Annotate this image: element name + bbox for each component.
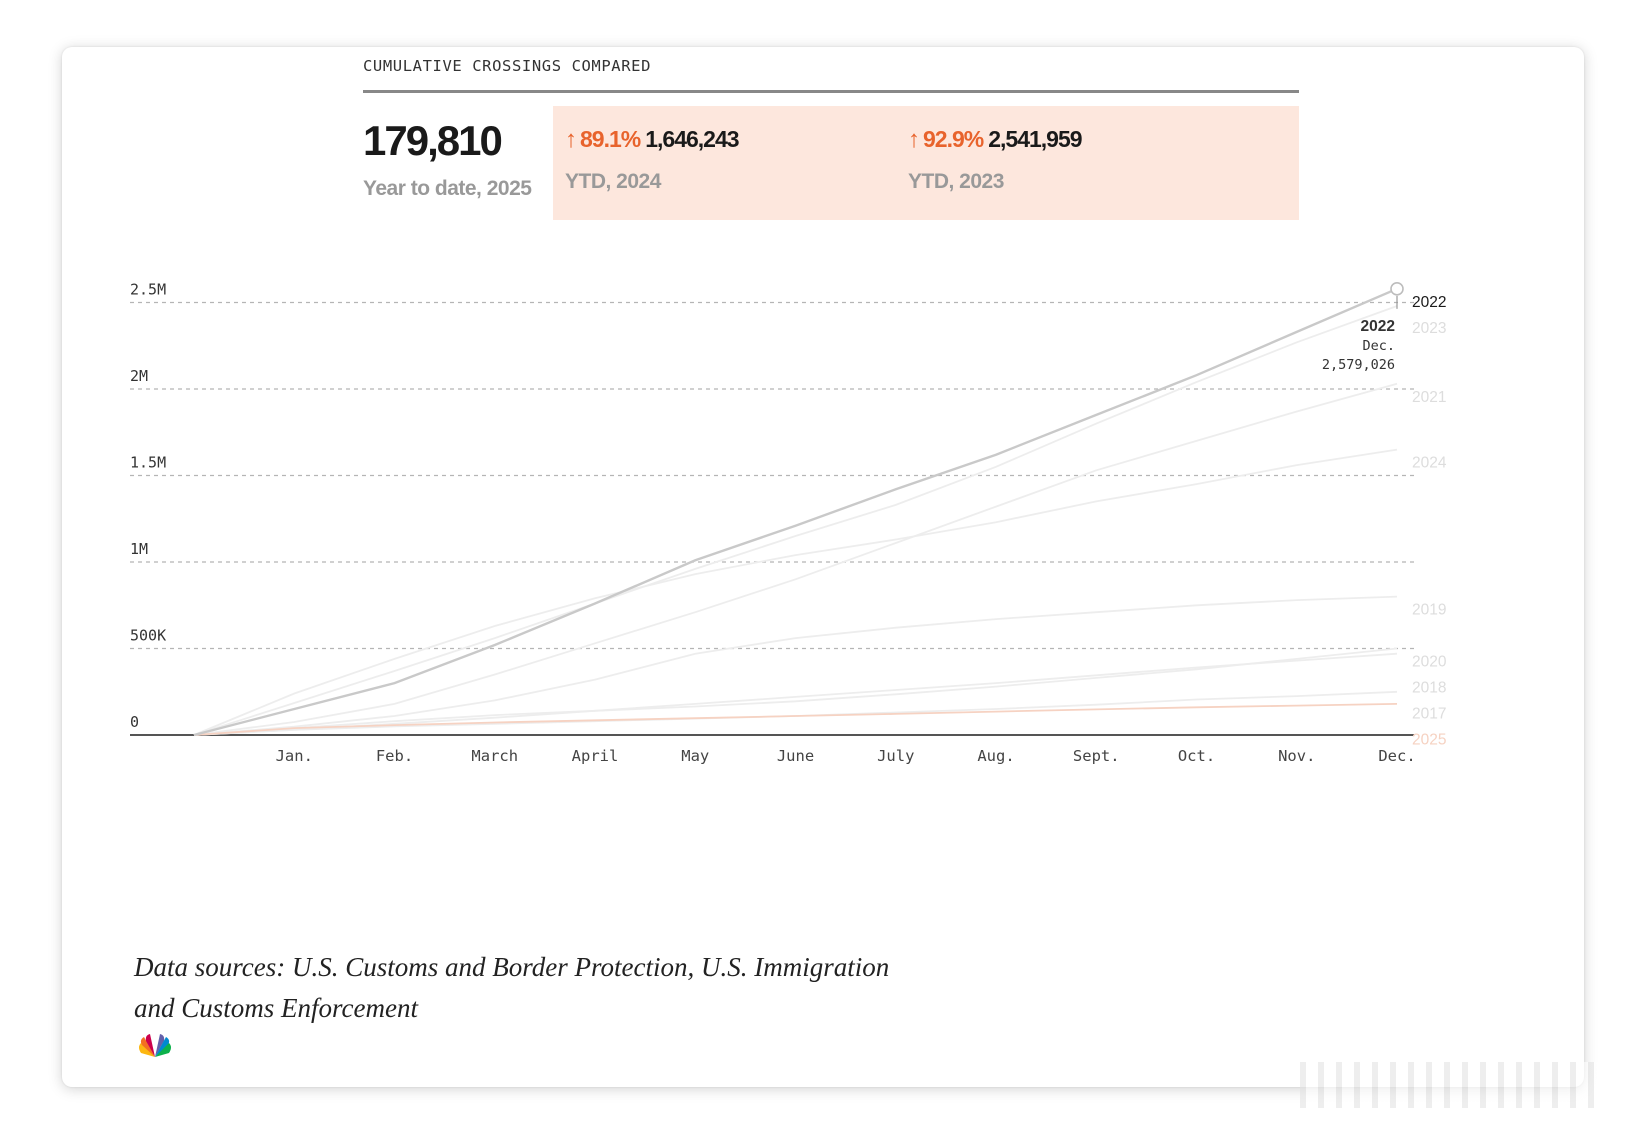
series-end-label-2022: 2022 — [1412, 294, 1446, 311]
series-end-label-2025: 2025 — [1412, 732, 1446, 749]
kicker-divider — [363, 90, 1299, 93]
series-line-2018 — [193, 652, 1398, 736]
y-tick-label: 1M — [130, 540, 148, 558]
comparison-2024-label: YTD, 2024 — [565, 170, 661, 193]
chart-kicker: CUMULATIVE CROSSINGS COMPARED — [363, 57, 652, 75]
comparison-2024-value: 1,646,243 — [645, 126, 739, 152]
y-tick-label: 0 — [130, 713, 139, 731]
x-tick-label: Nov. — [1278, 747, 1315, 765]
source-line-1: Data sources: U.S. Customs and Border Pr… — [134, 952, 890, 982]
series-line-2021 — [193, 382, 1398, 736]
x-tick-label: Dec. — [1378, 747, 1415, 765]
series-line-2023 — [193, 305, 1398, 736]
annotation-year: 2022 — [1361, 318, 1395, 335]
series-line-2022 — [193, 287, 1398, 737]
x-tick-label: April — [572, 747, 619, 765]
x-tick-label: Aug. — [977, 747, 1014, 765]
source-line-2: and Customs Enforcement — [134, 993, 418, 1023]
x-tick-label: Feb. — [376, 747, 413, 765]
x-tick-label: Jan. — [276, 747, 313, 765]
y-tick-label: 2.5M — [130, 281, 166, 299]
arrow-up-icon: ↑ — [565, 126, 577, 153]
comparison-2024-pct: 89.1% — [580, 126, 641, 152]
peacock-logo-icon — [139, 1034, 171, 1057]
series-line-2019 — [193, 595, 1398, 736]
comparison-2023: ↑ 92.9% 2,541,959 YTD, 2023 — [908, 126, 1083, 194]
series-end-label-2018: 2018 — [1412, 680, 1446, 697]
series-line-2025 — [193, 703, 1398, 736]
comparison-2023-label: YTD, 2023 — [908, 170, 1004, 193]
x-tick-label: Oct. — [1178, 747, 1215, 765]
series-end-label-2021: 2021 — [1412, 389, 1446, 406]
data-sources: Data sources: U.S. Customs and Border Pr… — [134, 947, 954, 1029]
x-tick-label: Sept. — [1073, 747, 1120, 765]
series-end-label-2017: 2017 — [1412, 706, 1446, 723]
ytd-2025-stat: 179,810 Year to date, 2025 — [363, 117, 543, 201]
ytd-2025-label: Year to date, 2025 — [363, 177, 532, 200]
x-tick-label: May — [681, 747, 709, 765]
y-tick-label: 500K — [130, 627, 166, 645]
comparison-2023-value: 2,541,959 — [988, 126, 1082, 152]
series-line-2020 — [193, 647, 1398, 736]
cumulative-crossings-chart: 0 500K 1M 1.5M 2M 2.5M Jan. Feb. March April May Ju… — [130, 281, 1447, 765]
x-tick-label: July — [877, 747, 914, 765]
annotation-marker — [1390, 282, 1404, 296]
comparison-2024: ↑ 89.1% 1,646,243 YTD, 2024 — [565, 126, 740, 194]
series-line-2024 — [193, 448, 1398, 736]
comparison-box: ↑ 89.1% 1,646,243 YTD, 2024 ↑ 92.9% 2,54… — [553, 106, 1299, 220]
y-tick-label: 1.5M — [130, 454, 166, 472]
ytd-2025-value: 179,810 — [363, 117, 503, 164]
arrow-up-icon: ↑ — [908, 126, 920, 153]
annotation-value: 2,579,026 — [1322, 357, 1395, 373]
y-tick-label: 2M — [130, 367, 148, 385]
series-end-label-2019: 2019 — [1412, 602, 1446, 619]
series-end-label-2020: 2020 — [1412, 654, 1447, 671]
x-tick-label: March — [471, 747, 518, 765]
series-line-2017 — [193, 690, 1398, 736]
annotation-month: Dec. — [1362, 338, 1395, 354]
comparison-2023-pct: 92.9% — [923, 126, 984, 152]
series-end-label-2023: 2023 — [1412, 320, 1446, 337]
series-end-label-2024: 2024 — [1412, 455, 1447, 472]
horizontal-scrollbar[interactable] — [1300, 1062, 1600, 1108]
chart-card: CUMULATIVE CROSSINGS COMPARED 179,810 Ye… — [62, 47, 1584, 1087]
x-tick-label: June — [777, 747, 814, 765]
